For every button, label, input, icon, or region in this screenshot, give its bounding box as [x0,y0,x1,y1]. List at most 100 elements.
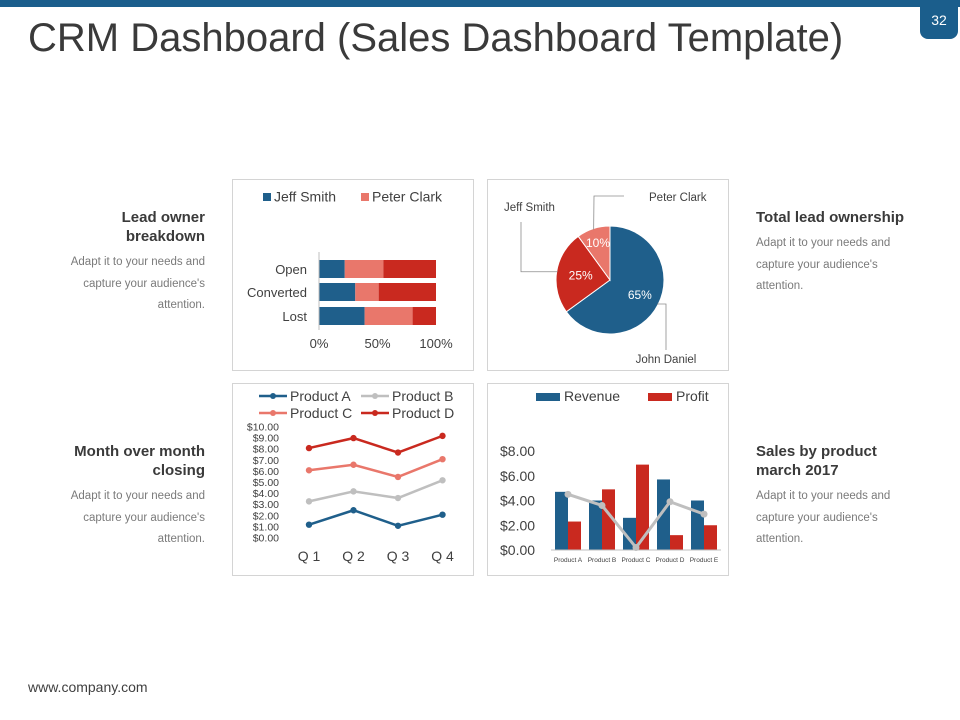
sales-by-product-heading: Sales by product march 2017 [756,443,877,479]
data-point-product-c [439,455,446,463]
data-point-product-a [350,507,357,514]
lead-owner-description: Lead owner breakdown Adapt it to your ne… [55,208,205,317]
y-tick-label: $8.00 [253,444,279,456]
category-label-converted: Converted [247,285,307,300]
x-tick-label-product-e: Product E [690,557,719,564]
total-lead-chart-panel: 65% John Daniel 25% Jeff Smith 10% Peter Clar… [487,179,729,371]
overlay-line-point [632,544,640,552]
month-closing-chart-panel: Product A Product B Product C Product D $0.0… [232,383,474,576]
y-tick-label: $4.00 [253,488,279,500]
lead-owner-chart-panel: Jeff Smith Peter Clark Open Converted Lost 0%… [232,179,474,371]
lead-owner-stacked-bar-chart: Jeff Smith Peter Clark Open Converted Lost0%… [247,189,453,352]
data-point-product-a [394,522,402,529]
y-tick-label: $2.00 [253,510,279,522]
bar-open-series-1 [319,260,345,278]
x-tick-label-product-a: Product A [554,557,583,564]
legend-label-product-c: Product C [290,405,352,421]
pie-callout-label-peter-clark: Peter Clark [649,192,707,204]
data-point-product-b [350,488,357,495]
series-line-product-c [308,458,443,479]
page-number-badge: 32 [920,3,958,39]
pie-slice-john-daniel [565,225,665,335]
pie-value-label-john-daniel: 65% [628,288,652,302]
footer-url: www.company.com [28,679,148,695]
data-point-product-c [305,467,313,474]
legend-marker-product-c [270,410,276,416]
series-line-product-b [308,479,443,503]
bar-converted-series-2 [355,283,379,301]
bar-product-b-revenue [589,500,602,550]
bar-product-c-profit [636,464,649,550]
data-point-product-a [439,511,446,518]
month-over-heading: Month over month closing [74,443,205,479]
overlay-line-point [700,510,708,518]
data-point-product-c [394,473,402,481]
bar-product-d-profit [670,535,683,550]
bar-converted-series-3 [378,283,436,301]
data-point-product-b [305,498,313,505]
total-lead-heading: Total lead ownership [756,209,905,226]
legend-label-revenue: Revenue [564,388,620,404]
bar-product-d-revenue [657,479,670,550]
total-lead-text: Adapt it to your needs and capture your … [756,237,891,292]
category-label-open: Open [275,262,307,277]
bar-converted-series-1 [319,283,356,301]
overlay-line-point [564,490,572,498]
legend-swatch-profit [648,393,672,401]
legend-swatch-revenue [536,393,560,401]
data-point-product-b [394,494,402,502]
data-point-product-d [439,432,446,440]
legend-swatch-jeff-smith [263,193,271,201]
x-tick-label: 50% [364,336,390,351]
x-tick-label-product-d: Product D [656,557,685,564]
page-title: CRM Dashboard (Sales Dashboard Template) [28,16,844,60]
x-tick-label: 0% [310,336,329,351]
bar-product-e-profit [704,525,717,550]
pie-callout-line-peter-clark [593,195,624,230]
month-closing-line-chart: Product A Product B Product C Product D $0.0… [247,388,454,564]
legend-label-product-b: Product B [392,388,453,404]
data-point-product-d [350,434,357,442]
y-tick-label: $6.00 [500,468,535,484]
pie-callout-label-john-daniel: John Daniel [636,354,697,366]
category-label-lost: Lost [282,309,307,324]
bar-lost-series-2 [364,307,413,325]
bar-product-a-profit [568,521,581,550]
y-tick-label: $8.00 [500,443,535,459]
sales-by-product-description: Sales by product march 2017 Adapt it to … [756,442,906,551]
sales-by-product-text: Adapt it to your needs and capture your … [756,490,891,545]
pie-callout-label-jeff-smith: Jeff Smith [504,202,555,214]
x-tick-label: 100% [419,336,453,351]
legend-marker-product-a [270,393,276,399]
pie-callout-line-john-daniel [657,303,667,350]
x-tick-label-product-c: Product C [622,557,651,564]
y-tick-label: $2.00 [500,517,535,533]
y-tick-label: $6.00 [253,466,279,478]
x-tick-label-q-3: Q 3 [387,548,410,564]
x-tick-label-product-b: Product B [588,557,617,564]
x-tick-label-q-4: Q 4 [431,548,454,564]
pie-value-label-jeff-smith: 25% [569,268,593,282]
bar-lost-series-3 [412,307,436,325]
legend-label-profit: Profit [676,388,709,404]
month-over-description: Month over month closing Adapt it to you… [55,442,205,551]
total-lead-description: Total lead ownership Adapt it to your ne… [756,208,906,298]
lead-owner-text: Adapt it to your needs and capture your … [70,256,205,311]
data-point-product-d [305,444,313,452]
legend-swatch-peter-clark [361,193,369,201]
y-tick-label: $4.00 [500,493,535,509]
bar-open-series-3 [383,260,436,278]
legend-label-product-d: Product D [392,405,454,421]
top-accent-bar [0,0,960,7]
legend-label-product-a: Product A [290,388,351,404]
legend-marker-product-b [372,393,378,399]
pie-value-label-peter-clark: 10% [586,236,610,250]
legend-marker-product-d [372,410,378,416]
overlay-line-point [598,501,606,509]
bar-product-a-revenue [555,491,568,550]
x-tick-label-q-1: Q 1 [298,548,321,564]
total-lead-pie-chart: 65% John Daniel 25% Jeff Smith 10% Peter Clar… [504,192,707,366]
y-tick-label: $0.00 [253,533,279,545]
y-tick-label: $1.00 [253,521,279,533]
y-tick-label: $7.00 [253,455,279,467]
